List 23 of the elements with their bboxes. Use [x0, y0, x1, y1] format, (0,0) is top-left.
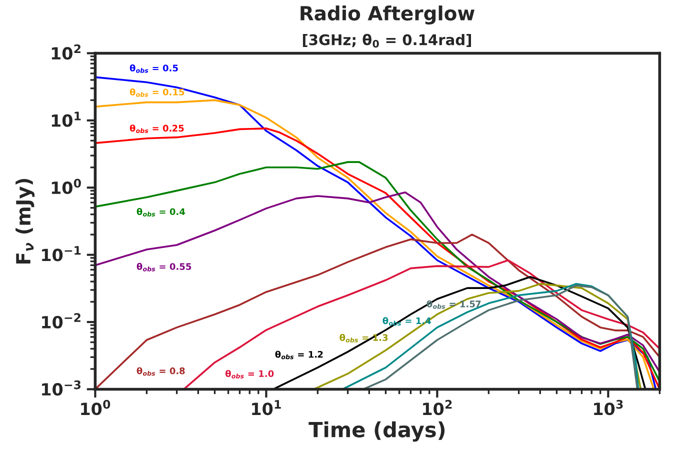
y-tick-label: 10$^{1}$	[52, 112, 81, 127]
chart-subtitle: [3GHz; θ$_{0}$ = 0.14rad]	[302, 34, 471, 48]
series-label: θ$_{obs}$ = 0.5	[130, 64, 178, 73]
y-tick-label: 10$^{2}$	[52, 44, 80, 60]
x-tick-label: 10$^{3}$	[594, 400, 623, 416]
series-label: θ$_{obs}$ = 0.25	[130, 124, 184, 134]
series-label: θ$_{obs}$ = 1.0	[225, 370, 274, 378]
x-tick-label: 10$^{0}$	[81, 400, 110, 416]
x-tick-label: 10$^{2}$	[423, 400, 452, 416]
series-label: θ$_{obs}$ = 1.2	[275, 350, 323, 360]
series-label: θ$_{obs}$ = 0.55	[136, 262, 192, 272]
chart-title: Radio Afterglow	[300, 6, 474, 24]
x-axis-title: Time (days)	[308, 421, 445, 442]
series-label: θ$_{obs}$ = 0.8	[136, 367, 185, 376]
y-tick-label: 10$^{−3}$	[42, 380, 81, 396]
series-label: θ$_{obs}$ = 0.4	[136, 208, 186, 216]
y-axis-title: F$_{ν}$ (mJy)	[16, 178, 35, 264]
y-tick-label: 10$^{0}$	[52, 178, 81, 194]
y-tick-label: 10$^{−2}$	[42, 313, 80, 328]
y-tick-label: 10$^{−1}$	[42, 246, 81, 262]
series-label: θ$_{obs}$ = 1.3	[340, 334, 388, 342]
series-label: θ$_{obs}$ = 0.15	[130, 88, 184, 97]
x-tick-label: 10$^{1}$	[252, 400, 281, 416]
